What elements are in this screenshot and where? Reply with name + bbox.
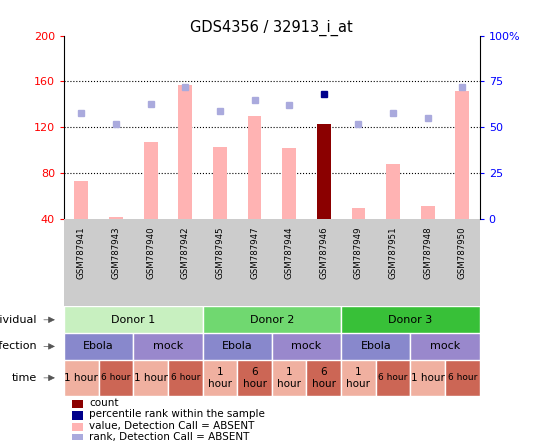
Text: GSM787942: GSM787942 xyxy=(181,226,190,279)
Text: 1 hour: 1 hour xyxy=(64,373,98,383)
Text: percentile rank within the sample: percentile rank within the sample xyxy=(89,409,265,419)
Bar xyxy=(410,360,445,396)
Text: GSM787945: GSM787945 xyxy=(215,226,224,279)
Bar xyxy=(74,182,88,219)
Text: 6 hour: 6 hour xyxy=(171,373,200,382)
Text: Ebola: Ebola xyxy=(222,341,253,351)
Text: GSM787940: GSM787940 xyxy=(146,226,155,279)
Text: mock: mock xyxy=(430,341,460,351)
Bar xyxy=(64,360,99,396)
Text: Donor 2: Donor 2 xyxy=(249,315,294,325)
Bar xyxy=(203,360,237,396)
Bar xyxy=(272,333,341,360)
Bar xyxy=(455,91,469,219)
Bar xyxy=(410,333,480,360)
Bar xyxy=(72,412,83,420)
Bar xyxy=(178,85,192,219)
Title: GDS4356 / 32913_i_at: GDS4356 / 32913_i_at xyxy=(190,20,353,36)
Bar xyxy=(64,333,133,360)
Bar xyxy=(133,360,168,396)
Text: rank, Detection Call = ABSENT: rank, Detection Call = ABSENT xyxy=(89,432,249,442)
Text: 1
hour: 1 hour xyxy=(346,367,370,388)
Text: 6 hour: 6 hour xyxy=(378,373,408,382)
Bar xyxy=(247,116,261,219)
Text: 6 hour: 6 hour xyxy=(448,373,477,382)
Text: Donor 1: Donor 1 xyxy=(111,315,156,325)
Text: 6 hour: 6 hour xyxy=(101,373,131,382)
Text: GSM787947: GSM787947 xyxy=(250,226,259,279)
Text: GSM787949: GSM787949 xyxy=(354,226,363,279)
Text: 6
hour: 6 hour xyxy=(312,367,336,388)
Bar xyxy=(421,206,435,219)
Bar xyxy=(168,360,203,396)
Bar xyxy=(341,333,410,360)
Text: GSM787950: GSM787950 xyxy=(458,226,467,279)
Bar xyxy=(341,306,480,333)
Text: individual: individual xyxy=(0,315,37,325)
Text: mock: mock xyxy=(292,341,321,351)
Text: GSM787951: GSM787951 xyxy=(389,226,398,279)
Text: 6
hour: 6 hour xyxy=(243,367,266,388)
Bar xyxy=(143,143,158,219)
Bar xyxy=(72,423,83,431)
Text: mock: mock xyxy=(153,341,183,351)
Text: GSM787946: GSM787946 xyxy=(319,226,328,279)
Text: value, Detection Call = ABSENT: value, Detection Call = ABSENT xyxy=(89,420,254,431)
Bar xyxy=(341,360,376,396)
Text: 1 hour: 1 hour xyxy=(411,373,445,383)
Text: GSM787943: GSM787943 xyxy=(111,226,120,279)
Bar xyxy=(72,434,83,443)
Text: Ebola: Ebola xyxy=(360,341,391,351)
Bar xyxy=(72,400,83,408)
Bar xyxy=(317,124,330,219)
Bar xyxy=(99,360,133,396)
Text: GSM787944: GSM787944 xyxy=(285,226,294,279)
Text: 1
hour: 1 hour xyxy=(277,367,301,388)
Text: time: time xyxy=(12,373,37,383)
Text: GSM787941: GSM787941 xyxy=(77,226,86,279)
Text: infection: infection xyxy=(0,341,37,351)
Bar xyxy=(203,306,341,333)
Text: 1 hour: 1 hour xyxy=(134,373,167,383)
Bar xyxy=(306,360,341,396)
Text: count: count xyxy=(89,397,118,408)
Bar xyxy=(282,148,296,219)
Bar xyxy=(109,217,123,219)
Bar xyxy=(237,360,272,396)
Text: 1
hour: 1 hour xyxy=(208,367,232,388)
Text: Donor 3: Donor 3 xyxy=(388,315,433,325)
Bar xyxy=(386,164,400,219)
Bar xyxy=(133,333,203,360)
Bar xyxy=(376,360,410,396)
Bar xyxy=(272,360,306,396)
Text: Ebola: Ebola xyxy=(83,341,114,351)
Bar xyxy=(445,360,480,396)
Bar xyxy=(203,333,272,360)
Bar xyxy=(351,208,365,219)
Bar xyxy=(213,147,227,219)
Text: GSM787948: GSM787948 xyxy=(423,226,432,279)
Bar xyxy=(64,306,203,333)
